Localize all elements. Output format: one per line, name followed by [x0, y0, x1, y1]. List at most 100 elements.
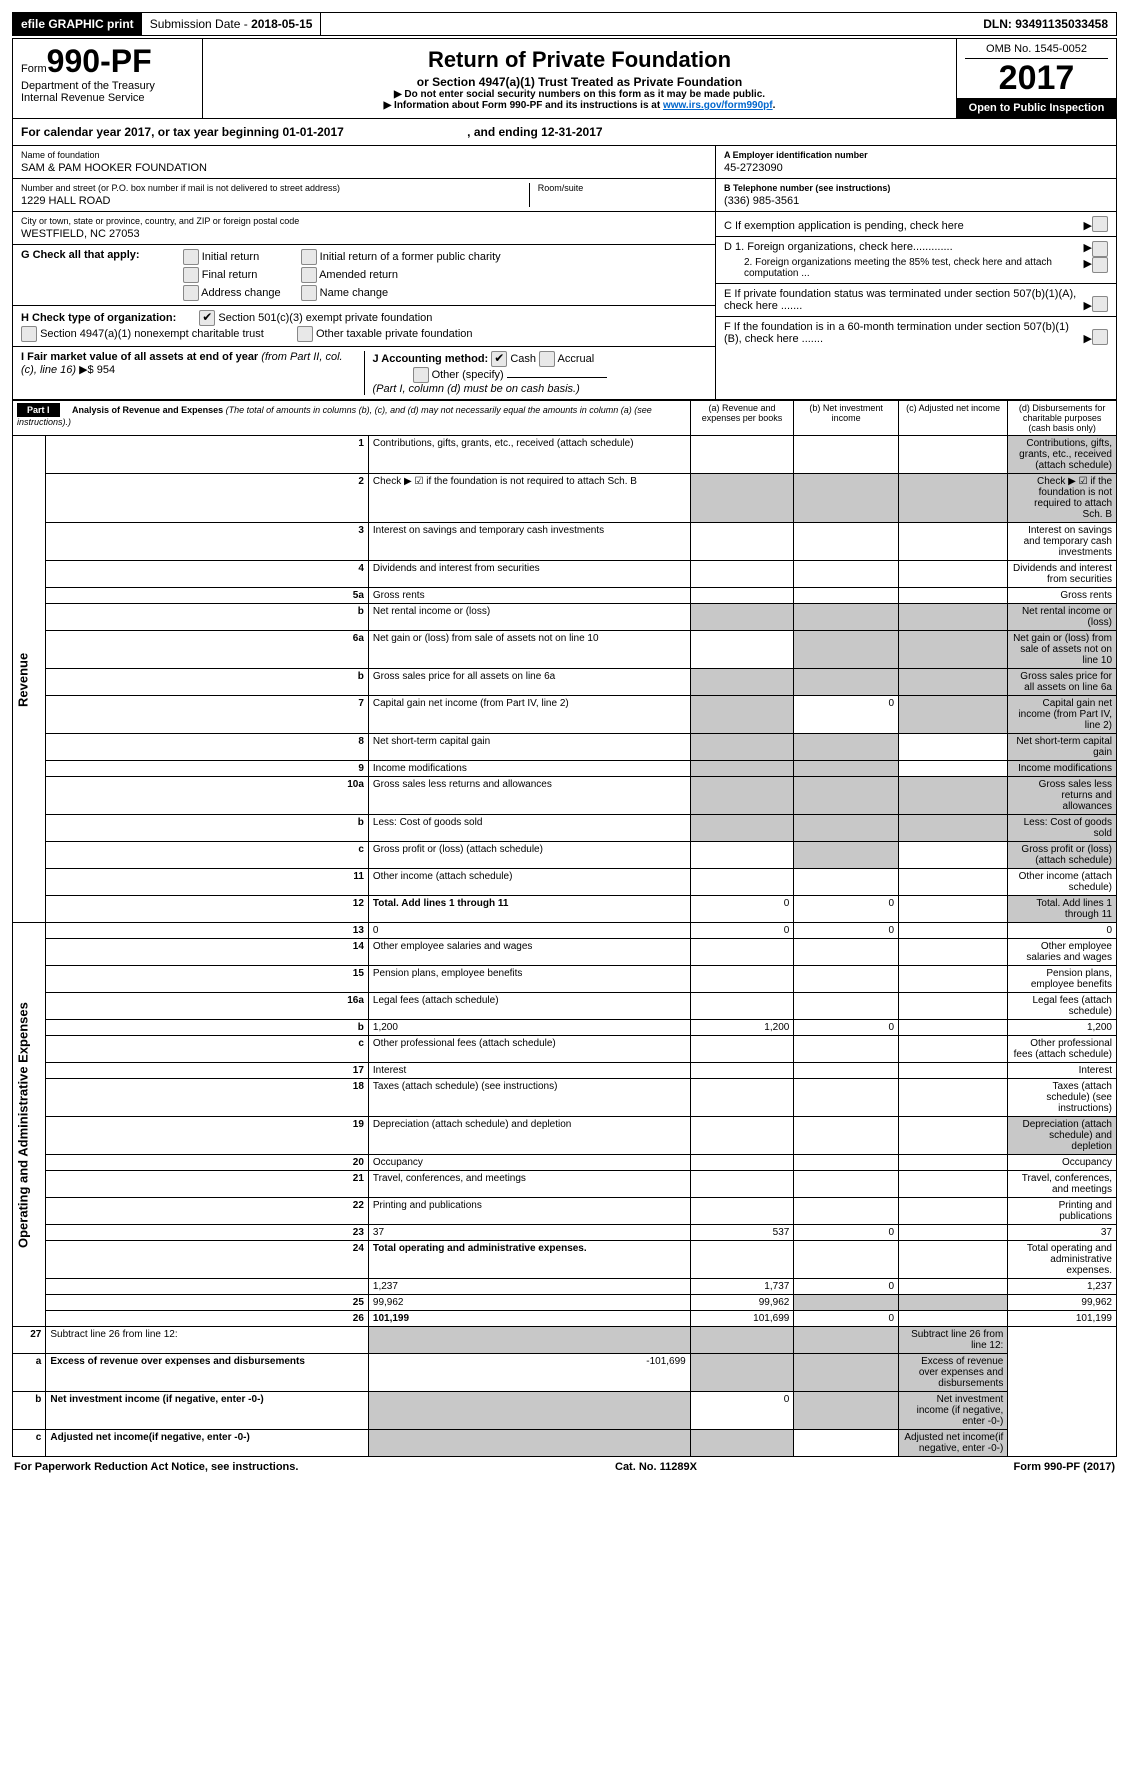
amount-cell [899, 1063, 1008, 1079]
line-number: 12 [46, 896, 369, 923]
amount-cell: Legal fees (attach schedule) [1008, 993, 1117, 1020]
line-number: 27 [13, 1327, 46, 1354]
checkbox-e[interactable] [1092, 296, 1108, 312]
checkbox-accrual[interactable] [539, 351, 555, 367]
amount-cell: Interest on savings and temporary cash i… [1008, 523, 1117, 561]
amount-cell [794, 761, 899, 777]
checkbox-501c3[interactable] [199, 310, 215, 326]
amount-cell [690, 869, 794, 896]
line-number: 9 [46, 761, 369, 777]
amount-cell: 1,200 [1008, 1020, 1117, 1036]
checkbox-f[interactable] [1092, 329, 1108, 345]
amount-cell [690, 1171, 794, 1198]
amount-cell [899, 669, 1008, 696]
amount-cell: 0 [794, 896, 899, 923]
page-footer: For Paperwork Reduction Act Notice, see … [12, 1457, 1117, 1477]
amount-cell [899, 842, 1008, 869]
checkbox-d2[interactable] [1092, 257, 1108, 273]
amount-cell: Gross rents [1008, 588, 1117, 604]
checkbox-c[interactable] [1092, 216, 1108, 232]
amount-cell [794, 1241, 899, 1279]
open-inspection: Open to Public Inspection [957, 98, 1116, 118]
amount-cell: Adjusted net income(if negative, enter -… [899, 1430, 1008, 1457]
line-description: Taxes (attach schedule) (see instruction… [368, 1079, 690, 1117]
line-description: Net gain or (loss) from sale of assets n… [368, 631, 690, 669]
line-number: 25 [46, 1295, 369, 1311]
amount-cell: Gross profit or (loss) (attach schedule) [1008, 842, 1117, 869]
line-number: 10a [46, 777, 369, 815]
line-number: c [13, 1430, 46, 1457]
irs-label: Internal Revenue Service [21, 92, 194, 104]
line-description: 0 [368, 923, 690, 939]
line-description: Check ▶ ☑ if the foundation is not requi… [368, 474, 690, 523]
amount-cell: Printing and publications [1008, 1198, 1117, 1225]
checkbox-name-change[interactable] [301, 285, 317, 301]
amount-cell: Interest [1008, 1063, 1117, 1079]
amount-cell [794, 1063, 899, 1079]
side-label: Operating and Administrative Expenses [13, 923, 46, 1327]
amount-cell [690, 966, 794, 993]
line-description: Income modifications [368, 761, 690, 777]
amount-cell: Total operating and administrative expen… [1008, 1241, 1117, 1279]
line-number: 13 [46, 923, 369, 939]
line-description: Less: Cost of goods sold [368, 815, 690, 842]
line-description: Interest on savings and temporary cash i… [368, 523, 690, 561]
amount-cell [899, 561, 1008, 588]
amount-cell: Gross sales price for all assets on line… [1008, 669, 1117, 696]
checkbox-amended[interactable] [301, 267, 317, 283]
irs-link[interactable]: www.irs.gov/form990pf [663, 100, 773, 111]
amount-cell [899, 1171, 1008, 1198]
amount-cell: Taxes (attach schedule) (see instruction… [1008, 1079, 1117, 1117]
name-label: Name of foundation [21, 150, 707, 160]
line-number [46, 1279, 369, 1295]
amount-cell [794, 1171, 899, 1198]
line-number: b [13, 1392, 46, 1430]
line-number: c [46, 842, 369, 869]
checkbox-other-method[interactable] [413, 367, 429, 383]
amount-cell: 0 [794, 1279, 899, 1295]
checkbox-d1[interactable] [1092, 241, 1108, 257]
section-j-label: J Accounting method: [373, 353, 489, 365]
amount-cell [690, 1327, 794, 1354]
line-description: 99,962 [368, 1295, 690, 1311]
line-description: Occupancy [368, 1155, 690, 1171]
amount-cell [794, 1198, 899, 1225]
part1-label: Part I [17, 403, 60, 417]
amount-cell [368, 1392, 690, 1430]
line-description: 1,237 [368, 1279, 690, 1295]
amount-cell: 1,237 [1008, 1279, 1117, 1295]
foundation-name: SAM & PAM HOOKER FOUNDATION [21, 160, 707, 174]
amount-cell: Other income (attach schedule) [1008, 869, 1117, 896]
efile-badge: efile GRAPHIC print [13, 13, 142, 35]
amount-cell [794, 777, 899, 815]
amount-cell: 0 [794, 696, 899, 734]
amount-cell [690, 1430, 794, 1457]
amount-cell [899, 1225, 1008, 1241]
top-bar: efile GRAPHIC print Submission Date - 20… [12, 12, 1117, 36]
line-description: Net investment income (if negative, ente… [46, 1392, 369, 1430]
amount-cell [899, 993, 1008, 1020]
amount-cell: Subtract line 26 from line 12: [899, 1327, 1008, 1354]
amount-cell [794, 939, 899, 966]
line-description: 101,199 [368, 1311, 690, 1327]
amount-cell [690, 523, 794, 561]
checkbox-initial-former[interactable] [301, 249, 317, 265]
amount-cell [794, 588, 899, 604]
amount-cell: 0 [794, 1225, 899, 1241]
line-description: Gross sales price for all assets on line… [368, 669, 690, 696]
checkbox-address-change[interactable] [183, 285, 199, 301]
section-d2: 2. Foreign organizations meeting the 85%… [724, 257, 1084, 279]
line-number: a [13, 1354, 46, 1392]
checkbox-cash[interactable] [491, 351, 507, 367]
form-subtitle: or Section 4947(a)(1) Trust Treated as P… [211, 75, 948, 89]
line-number: 16a [46, 993, 369, 1020]
checkbox-4947a1[interactable] [21, 326, 37, 342]
amount-cell [690, 1036, 794, 1063]
checkbox-initial-return[interactable] [183, 249, 199, 265]
form-number: Form990-PF [21, 43, 194, 80]
checkbox-other-taxable[interactable] [297, 326, 313, 342]
line-description: Legal fees (attach schedule) [368, 993, 690, 1020]
line-number: 15 [46, 966, 369, 993]
checkbox-final-return[interactable] [183, 267, 199, 283]
line-number: 5a [46, 588, 369, 604]
